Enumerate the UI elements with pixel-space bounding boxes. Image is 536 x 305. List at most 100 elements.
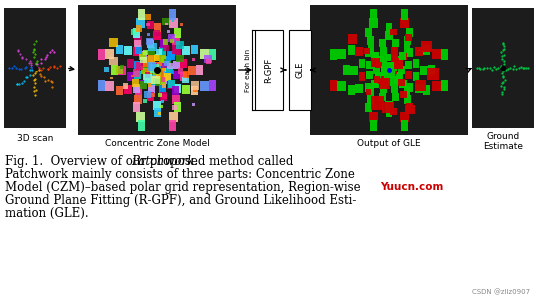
Bar <box>172 95 180 104</box>
Bar <box>398 66 405 74</box>
Bar <box>161 63 167 68</box>
Bar <box>152 71 155 75</box>
Text: Ground
Estimate: Ground Estimate <box>483 132 523 151</box>
Bar <box>374 76 381 83</box>
Text: Patchwork mainly consists of three parts: Concentric Zone: Patchwork mainly consists of three parts… <box>5 168 355 181</box>
Bar <box>385 30 393 40</box>
Bar <box>132 79 139 87</box>
Bar <box>365 48 371 56</box>
Text: GLE: GLE <box>295 62 304 78</box>
Bar <box>180 59 187 68</box>
Bar <box>364 48 370 54</box>
Bar <box>406 103 413 112</box>
Bar <box>400 91 407 98</box>
Bar <box>366 89 371 95</box>
Bar <box>143 72 149 80</box>
Bar <box>144 74 152 83</box>
Bar <box>337 49 346 59</box>
Text: Patchwork.: Patchwork. <box>131 155 198 168</box>
Bar <box>151 71 158 78</box>
Bar <box>371 80 378 88</box>
Bar <box>144 91 151 98</box>
Bar <box>156 71 163 78</box>
Bar <box>153 108 160 117</box>
Bar <box>200 49 209 59</box>
Bar <box>150 64 159 73</box>
Bar <box>161 100 164 103</box>
Bar <box>136 63 143 70</box>
Bar <box>174 28 181 38</box>
Bar <box>383 62 390 69</box>
Text: Concentric Zone Model: Concentric Zone Model <box>105 139 210 148</box>
Bar <box>146 38 153 45</box>
Bar <box>153 68 161 75</box>
Bar <box>182 46 190 55</box>
Bar <box>153 30 161 40</box>
Bar <box>153 101 161 109</box>
Bar <box>388 62 394 69</box>
Bar <box>330 80 338 91</box>
Bar <box>104 67 108 72</box>
Bar <box>124 85 132 94</box>
Bar <box>381 64 388 71</box>
Bar <box>404 95 412 104</box>
Bar <box>167 30 170 34</box>
Bar <box>379 92 386 101</box>
Bar <box>160 92 167 101</box>
Bar <box>159 66 166 74</box>
Bar <box>359 59 366 68</box>
Bar <box>420 66 428 74</box>
Bar <box>383 62 390 69</box>
Bar <box>158 69 165 76</box>
Bar <box>310 5 468 135</box>
Bar <box>160 39 167 48</box>
Bar <box>173 61 180 69</box>
Bar <box>367 36 374 45</box>
Bar <box>166 66 173 74</box>
Bar <box>381 77 386 85</box>
Bar <box>146 23 150 26</box>
Bar <box>182 85 190 94</box>
Bar <box>150 68 154 72</box>
Bar <box>153 72 155 75</box>
Bar <box>158 93 162 97</box>
Bar <box>390 64 397 71</box>
Bar <box>385 23 392 32</box>
Bar <box>148 43 157 51</box>
Bar <box>355 84 363 93</box>
Bar <box>153 62 161 69</box>
Bar <box>156 71 163 78</box>
Bar <box>400 18 410 27</box>
Bar <box>170 70 174 74</box>
Bar <box>374 66 379 74</box>
Bar <box>169 120 176 131</box>
Bar <box>432 49 441 59</box>
Bar <box>209 49 216 60</box>
Text: R-GPF: R-GPF <box>264 57 273 83</box>
Bar <box>200 81 209 91</box>
Text: Yuucn.com: Yuucn.com <box>380 182 443 192</box>
Bar <box>391 55 398 63</box>
Bar <box>176 55 184 62</box>
Bar <box>124 46 132 55</box>
Bar <box>152 63 157 68</box>
Bar <box>143 60 149 68</box>
Bar <box>151 62 158 69</box>
Bar <box>441 80 448 91</box>
Bar <box>156 62 163 69</box>
Bar <box>147 84 151 87</box>
Bar <box>149 69 157 76</box>
Bar <box>370 120 377 131</box>
Bar <box>192 58 195 61</box>
Bar <box>165 61 170 66</box>
Bar <box>365 84 371 92</box>
Bar <box>137 18 145 28</box>
Bar <box>174 47 181 56</box>
Bar <box>396 74 402 81</box>
Bar <box>369 18 377 27</box>
Bar <box>371 80 378 88</box>
Bar <box>355 47 363 56</box>
Bar <box>393 76 400 84</box>
Bar <box>146 77 153 84</box>
Bar <box>382 69 388 76</box>
